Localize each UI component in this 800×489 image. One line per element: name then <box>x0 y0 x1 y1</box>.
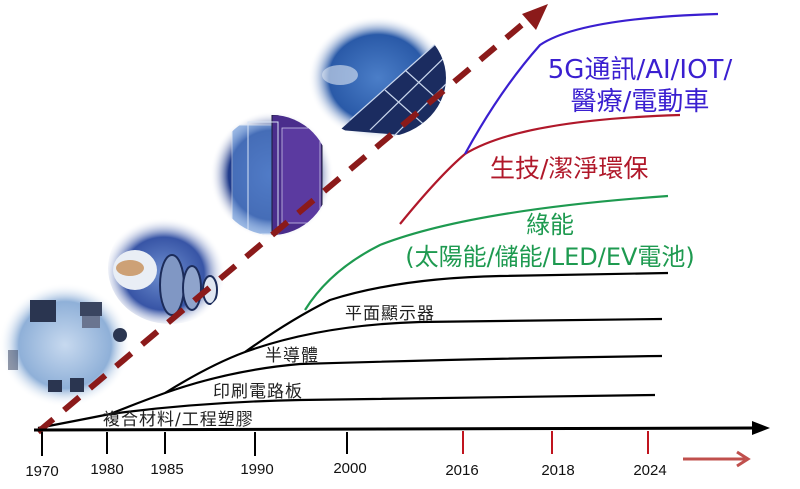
curve-flat-display <box>244 271 669 353</box>
label-5g-ai-line1: 5G通訊/AI/IOT/ <box>547 55 733 85</box>
label-semiconductor: 半導體 <box>265 346 319 366</box>
tick-label-1990: 1990 <box>240 461 274 478</box>
solar-panels-image <box>308 16 448 140</box>
curve-composites <box>37 393 656 430</box>
label-pcb: 印刷電路板 <box>213 382 303 402</box>
curve-5g-ai <box>464 12 719 155</box>
tick-label-2018: 2018 <box>541 462 575 479</box>
label-composites: 複合材料/工程塑膠 <box>103 410 254 430</box>
label-green-energy-title: 綠能 <box>526 211 574 239</box>
label-green-energy: 綠能 (太陽能/儲能/LED/EV電池) <box>385 213 715 269</box>
curve-biotech <box>399 113 681 225</box>
display-panels-image <box>210 111 334 239</box>
label-5g-ai: 5G通訊/AI/IOT/ 醫療/電動車 <box>540 57 740 115</box>
tick-label-1980: 1980 <box>90 461 124 478</box>
tick-label-1970: 1970 <box>25 463 59 480</box>
tick-label-2016: 2016 <box>445 462 479 479</box>
label-5g-ai-line2: 醫療/電動車 <box>570 87 710 117</box>
tick-label-2000: 2000 <box>333 460 367 477</box>
time-axis <box>33 421 770 456</box>
tick-label-2024: 2024 <box>633 462 667 479</box>
label-biotech: 生技/潔淨環保 <box>490 154 649 183</box>
label-green-energy-detail: (太陽能/儲能/LED/EV電池) <box>405 243 695 271</box>
curve-pcb <box>109 354 663 416</box>
curve-semiconductor <box>164 317 663 394</box>
electronic-components-image <box>0 283 131 407</box>
growth-arrow <box>36 4 548 435</box>
curve-green-energy <box>304 194 669 311</box>
label-flat-display: 平面顯示器 <box>345 304 435 324</box>
future-arrow <box>683 450 751 468</box>
tick-label-1985: 1985 <box>150 461 184 478</box>
silicon-wafers-image <box>108 212 232 324</box>
